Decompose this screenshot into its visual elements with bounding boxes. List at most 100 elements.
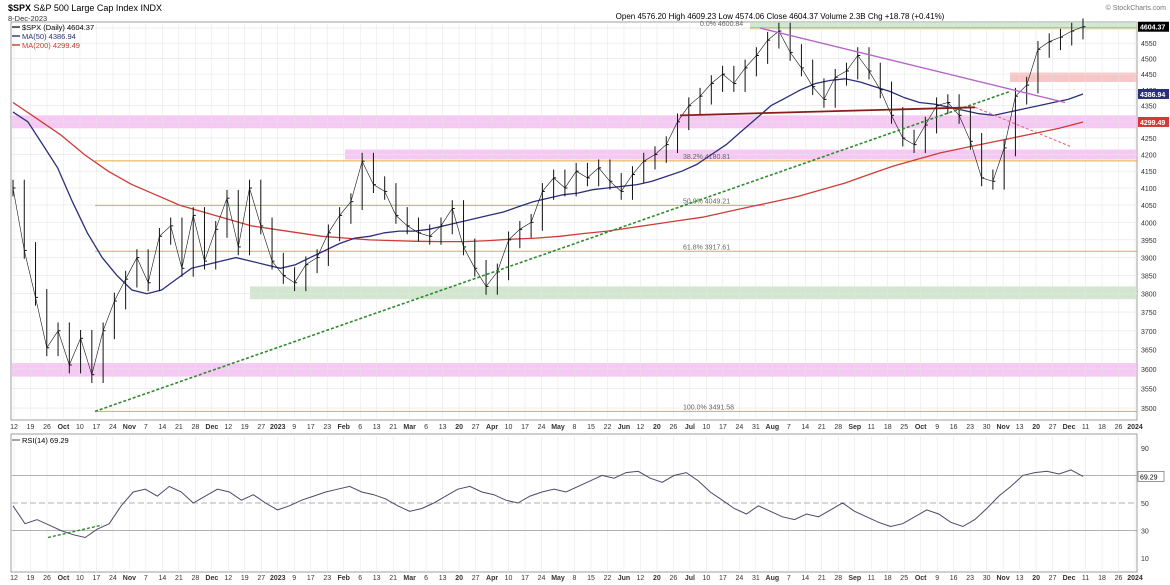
- date-axis-rsi: 12 19 26 Oct 10 17 24 Nov 7 14 21 28 Dec 12 19 27 2023 9 1…: [10, 575, 1143, 582]
- rsi-x-tick-label: Dec: [205, 575, 218, 582]
- x-tick-label: 12: [637, 424, 645, 431]
- y-tick-label: 4200: [1141, 153, 1157, 160]
- x-tick-label: Feb: [337, 424, 349, 431]
- x-tick-label: 23: [966, 424, 974, 431]
- x-tick-label: 26: [670, 424, 678, 431]
- rsi-y-tick-label: 50: [1141, 501, 1149, 508]
- rsi-x-tick-label: 28: [191, 575, 199, 582]
- x-tick-label: 9: [292, 424, 296, 431]
- rsi-x-tick-label: 20: [455, 575, 463, 582]
- price-axis: 3500 3550 3600 3650 3700 3750 3800 3850 3900 3950…: [1138, 21, 1169, 413]
- rsi-x-tick-label: 2023: [270, 575, 286, 582]
- price-badge: [1138, 116, 1169, 127]
- rsi-x-tick-label: 13: [1016, 575, 1024, 582]
- x-tick-label: 7: [787, 424, 791, 431]
- rsi-y-tick-label: 10: [1141, 556, 1149, 563]
- legend: $SPX (Daily) 4604.37 MA(50) 4386.94 MA(2…: [12, 23, 94, 445]
- x-tick-label: Jun: [618, 424, 630, 431]
- x-tick-label: 17: [719, 424, 727, 431]
- downtrend-line: [759, 27, 1066, 104]
- fib-level-label: 61.8% 3917.61: [683, 244, 730, 251]
- rsi-x-tick-label: 6: [424, 575, 428, 582]
- y-tick-label: 3950: [1141, 238, 1157, 245]
- x-tick-label: 19: [241, 424, 249, 431]
- rsi-x-tick-label: 11: [868, 575, 875, 582]
- x-tick-label: Dec: [1063, 424, 1076, 431]
- x-tick-label: 28: [834, 424, 842, 431]
- y-tick-label: 4050: [1141, 203, 1157, 210]
- ma200-line: [12, 101, 1084, 243]
- x-tick-label: Nov: [997, 424, 1010, 431]
- x-tick-label: Mar: [403, 424, 416, 431]
- rsi-x-tick-label: 18: [884, 575, 892, 582]
- rsi-x-tick-label: 26: [1115, 575, 1123, 582]
- y-tick-label: 4550: [1141, 41, 1157, 48]
- rsi-x-tick-label: 7: [787, 575, 791, 582]
- rsi-x-tick-label: 12: [224, 575, 232, 582]
- trendlines-layer: [94, 27, 1071, 413]
- rsi-layer: 103050709069.29: [12, 446, 1165, 563]
- rsi-x-tick-label: Feb: [337, 575, 349, 582]
- x-tick-label: 27: [1049, 424, 1057, 431]
- rsi-x-tick-label: 21: [818, 575, 826, 582]
- y-tick-label: 3500: [1141, 406, 1157, 413]
- rsi-x-tick-label: 17: [307, 575, 315, 582]
- rsi-legend-label: RSI(14) 69.29: [22, 436, 69, 445]
- rsi-x-tick-label: 17: [719, 575, 727, 582]
- x-tick-label: 13: [439, 424, 447, 431]
- rsi-x-tick-label: 12: [637, 575, 645, 582]
- header-date: 8-Dec-2023: [8, 14, 47, 23]
- rsi-x-tick-label: 20: [653, 575, 661, 582]
- x-tick-label: 20: [1032, 424, 1040, 431]
- y-tick-label: 3800: [1141, 292, 1157, 299]
- x-tick-label: Dec: [205, 424, 218, 431]
- rsi-x-tick-label: 11: [1082, 575, 1089, 582]
- x-tick-label: 20: [455, 424, 463, 431]
- projected-line: [974, 106, 1071, 147]
- rsi-x-tick-label: 23: [966, 575, 974, 582]
- ma50-line: [12, 78, 1084, 295]
- rsi-x-tick-label: Aug: [766, 575, 780, 582]
- x-tick-label: 24: [109, 424, 117, 431]
- rsi-x-tick-label: 22: [604, 575, 612, 582]
- main-panel: [10, 21, 1138, 421]
- rsi-y-tick-label: 90: [1141, 446, 1149, 453]
- rsi-x-tick-label: 14: [801, 575, 809, 582]
- zone-band: [1010, 72, 1137, 82]
- rsi-x-tick-label: 13: [439, 575, 447, 582]
- zone-band: [250, 286, 1137, 300]
- rsi-x-tick-label: 28: [834, 575, 842, 582]
- x-tick-label: Jul: [685, 424, 695, 431]
- fib-level-label: 100.0% 3491.58: [683, 404, 734, 411]
- x-tick-label: 27: [257, 424, 265, 431]
- x-tick-label: 6: [424, 424, 428, 431]
- fib-level-label: 50.0% 4049.21: [683, 198, 730, 205]
- x-tick-label: 18: [884, 424, 892, 431]
- price-layer: [12, 18, 1086, 384]
- rsi-x-tick-label: 26: [43, 575, 51, 582]
- price-line: [12, 26, 1084, 376]
- rsi-x-tick-label: Apr: [486, 575, 498, 582]
- x-tick-label: 28: [191, 424, 199, 431]
- rsi-x-tick-label: 10: [702, 575, 710, 582]
- x-tick-label: Nov: [123, 424, 136, 431]
- ma200-layer: [12, 101, 1084, 243]
- price-badge: [1138, 88, 1169, 99]
- x-tick-label: Aug: [766, 424, 780, 431]
- x-tick-label: 16: [950, 424, 958, 431]
- price-badge-label: 4299.49: [1140, 120, 1165, 127]
- x-tick-label: 18: [1098, 424, 1106, 431]
- rsi-x-tick-label: 25: [900, 575, 908, 582]
- symbol-title: $SPX S&P 500 Large Cap Index INDX: [8, 3, 162, 13]
- y-tick-label: 3700: [1141, 329, 1157, 336]
- watermark: © StockCharts.com: [1106, 4, 1167, 12]
- rsi-x-tick-label: 27: [1049, 575, 1057, 582]
- rsi-x-tick-label: 12: [10, 575, 18, 582]
- rsi-x-tick-label: 21: [175, 575, 183, 582]
- x-tick-label: 17: [93, 424, 101, 431]
- legend-price-label: $SPX (Daily) 4604.37: [22, 23, 94, 32]
- y-tick-label: 4150: [1141, 169, 1157, 176]
- rsi-x-tick-label: 10: [505, 575, 513, 582]
- rsi-x-tick-label: 2024: [1127, 575, 1143, 582]
- ohlc-readout: Open 4576.20 High 4609.23 Low 4574.06 Cl…: [616, 12, 945, 21]
